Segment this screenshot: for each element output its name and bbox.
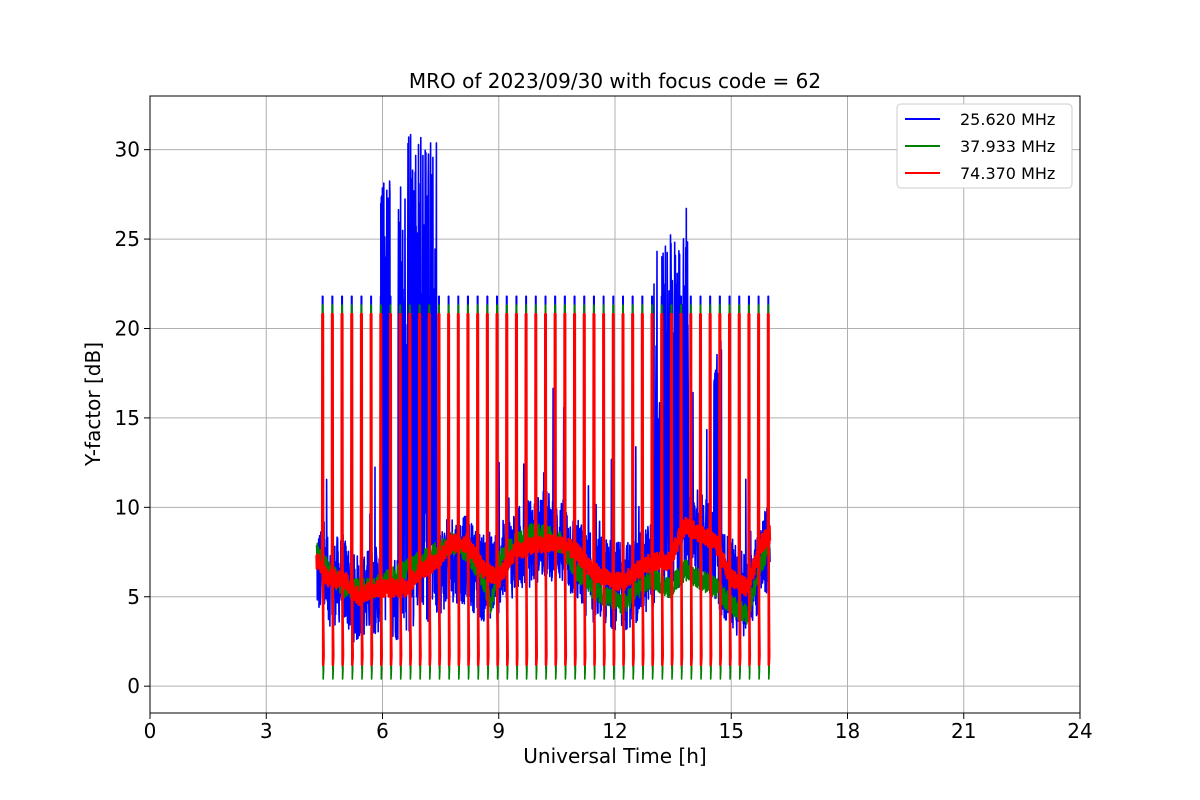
x-tick-label: 18 xyxy=(835,719,860,743)
y-axis-ticks: 0 5 10 15 20 25 30 xyxy=(115,138,150,698)
y-axis-label: Y-factor [dB] xyxy=(81,342,105,467)
y-tick-label: 5 xyxy=(127,585,140,609)
x-tick-label: 6 xyxy=(376,719,389,743)
chart-title: MRO of 2023/09/30 with focus code = 62 xyxy=(409,69,821,93)
legend-box xyxy=(896,103,1073,189)
x-tick-label: 12 xyxy=(602,719,627,743)
legend-label-blue: 25.620 MHz xyxy=(960,110,1055,129)
legend-label-red: 74.370 MHz xyxy=(960,164,1055,183)
x-axis-label: Universal Time [h] xyxy=(523,744,706,768)
y-tick-label: 15 xyxy=(115,406,140,430)
x-tick-label: 9 xyxy=(492,719,505,743)
y-tick-label: 10 xyxy=(115,495,140,519)
x-tick-label: 15 xyxy=(719,719,744,743)
x-tick-label: 3 xyxy=(260,719,273,743)
y-tick-label: 25 xyxy=(115,227,140,251)
legend-label-green: 37.933 MHz xyxy=(960,137,1055,156)
x-tick-label: 21 xyxy=(951,719,976,743)
legend: 25.620 MHz 37.933 MHz 74.370 MHz xyxy=(896,103,1073,189)
x-tick-label: 24 xyxy=(1067,719,1092,743)
y-tick-label: 20 xyxy=(115,316,140,340)
plot-area xyxy=(315,133,772,680)
y-tick-label: 0 xyxy=(127,674,140,698)
y-tick-label: 30 xyxy=(115,138,140,162)
x-axis-ticks: 0 3 6 9 12 15 18 21 24 xyxy=(144,713,1093,743)
series-line-red xyxy=(315,312,772,666)
x-tick-label: 0 xyxy=(144,719,157,743)
